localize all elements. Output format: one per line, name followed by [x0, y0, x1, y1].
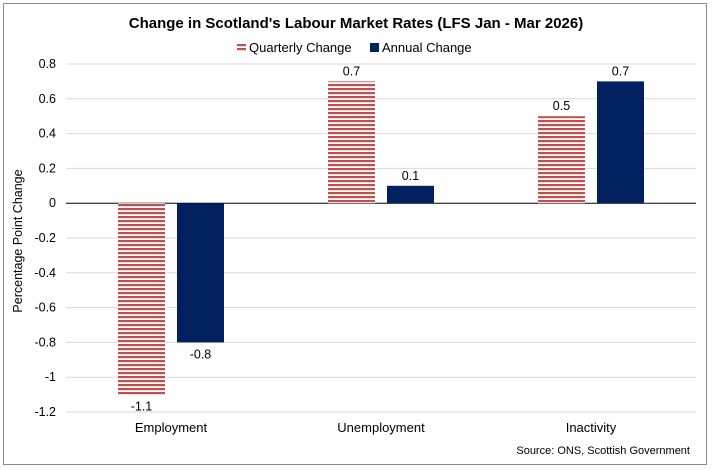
y-axis-ticks: 0.8 0.6 0.4 0.2 0 -0.2 -0.4 -0.6 -0.8 -1 -1.2	[34, 57, 56, 419]
y-tick-label: -1.2	[34, 405, 56, 419]
data-label: 0.7	[612, 64, 629, 78]
bar-quarterly-inactivity	[538, 116, 585, 204]
y-tick-label: 0.8	[39, 57, 56, 71]
legend-swatch-quarterly	[237, 43, 246, 52]
bar-quarterly-employment	[118, 203, 165, 395]
chart-svg: Change in Scotland's Labour Market Rates…	[11, 15, 696, 457]
y-tick-label: 0	[49, 196, 56, 210]
y-tick-label: -0.2	[34, 231, 56, 245]
y-tick-label: 0.6	[39, 92, 56, 106]
x-category-label: Unemployment	[337, 420, 425, 435]
legend-swatch-annual	[370, 43, 379, 52]
data-label: -0.8	[190, 347, 212, 361]
legend: Quarterly Change Annual Change	[237, 40, 472, 55]
legend-label-quarterly: Quarterly Change	[249, 40, 352, 55]
source-note: Source: ONS, Scottish Government	[516, 445, 690, 457]
chart-title: Change in Scotland's Labour Market Rates…	[129, 15, 584, 32]
bar-annual-inactivity	[597, 81, 644, 204]
bar-quarterly-unemployment	[328, 81, 375, 204]
y-axis-label: Percentage Point Change	[11, 169, 25, 312]
bar-annual-employment	[177, 203, 224, 343]
data-label: 0.7	[343, 64, 360, 78]
y-tick-label: -1	[45, 370, 56, 384]
chart-frame: Change in Scotland's Labour Market Rates…	[3, 3, 707, 465]
x-axis-categories: Employment Unemployment Inactivity	[135, 420, 617, 435]
bar-annual-unemployment	[387, 185, 434, 204]
gridlines	[66, 63, 696, 413]
y-tick-label: 0.2	[39, 161, 56, 175]
data-labels: -1.1 -0.8 0.7 0.1 0.5 0.7	[131, 64, 630, 413]
data-label: 0.1	[402, 169, 419, 183]
data-label: -1.1	[131, 400, 153, 414]
y-tick-label: -0.6	[34, 301, 56, 315]
legend-label-annual: Annual Change	[382, 40, 472, 55]
x-category-label: Inactivity	[566, 420, 617, 435]
x-category-label: Employment	[135, 420, 208, 435]
bars	[118, 81, 644, 395]
y-tick-label: -0.8	[34, 335, 56, 349]
y-tick-label: -0.4	[34, 266, 56, 280]
y-tick-label: 0.4	[39, 127, 56, 141]
data-label: 0.5	[553, 99, 570, 113]
